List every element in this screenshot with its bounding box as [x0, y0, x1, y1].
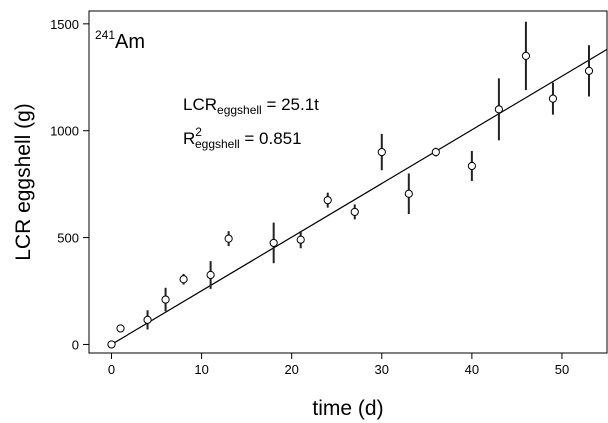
- annotation-r-squared: R2 eggshell = 0.851: [183, 125, 302, 151]
- y-tick-label: 0: [72, 337, 79, 352]
- data-point: [404, 189, 413, 198]
- data-point: [431, 147, 440, 157]
- data-point: [107, 340, 116, 349]
- data-point: [521, 51, 531, 60]
- data-point: [377, 147, 386, 157]
- data-point: [467, 161, 476, 171]
- panel-label-superscript: 241: [95, 28, 115, 42]
- x-tick-label: 20: [284, 362, 298, 377]
- error-bars: [119, 21, 590, 331]
- fit-line-layer: [111, 48, 608, 345]
- x-axis: 0 10 20 30 40 50: [108, 353, 569, 377]
- data-point: [350, 207, 359, 217]
- plot-frame: [88, 10, 608, 354]
- fit-line: [111, 48, 608, 345]
- data-points: [107, 51, 594, 349]
- annotation-equation: LCReggshell = 25.1t: [183, 95, 319, 117]
- annotation-equation-sub: eggshell: [217, 103, 262, 117]
- annotation-equation-main: LCR: [183, 95, 217, 114]
- y-tick-label: 500: [57, 231, 79, 246]
- data-point: [116, 324, 125, 333]
- x-axis-title: time (d): [312, 397, 383, 420]
- y-tick-label: 1000: [50, 124, 79, 139]
- data-point: [161, 295, 170, 304]
- data-point: [143, 315, 152, 324]
- panel-label: 241Am: [95, 28, 145, 53]
- data-point: [296, 235, 305, 244]
- y-axis-title: LCR eggshell (g): [12, 103, 35, 261]
- annotation-r-rest: = 0.851: [240, 129, 302, 148]
- data-point: [224, 234, 233, 243]
- data-point: [584, 66, 594, 75]
- annotation-r-sub: eggshell: [195, 137, 240, 151]
- x-tick-label: 40: [465, 362, 479, 377]
- x-tick-label: 10: [194, 362, 208, 377]
- annotation-r-main: R: [183, 129, 195, 148]
- y-axis: 0 500 1000 1500: [50, 17, 89, 352]
- data-point: [269, 238, 278, 248]
- y-tick-label: 1500: [50, 17, 79, 32]
- panel-label-text: Am: [115, 31, 145, 53]
- data-point: [494, 105, 503, 114]
- data-point: [206, 270, 215, 280]
- x-tick-label: 30: [375, 362, 389, 377]
- data-point: [323, 196, 332, 205]
- x-tick-label: 0: [108, 362, 115, 377]
- data-point: [179, 275, 188, 284]
- annotation-equation-rest: = 25.1t: [262, 95, 319, 114]
- data-point: [548, 94, 558, 103]
- annotation-r-sup: 2: [195, 125, 202, 139]
- x-tick-label: 50: [555, 362, 569, 377]
